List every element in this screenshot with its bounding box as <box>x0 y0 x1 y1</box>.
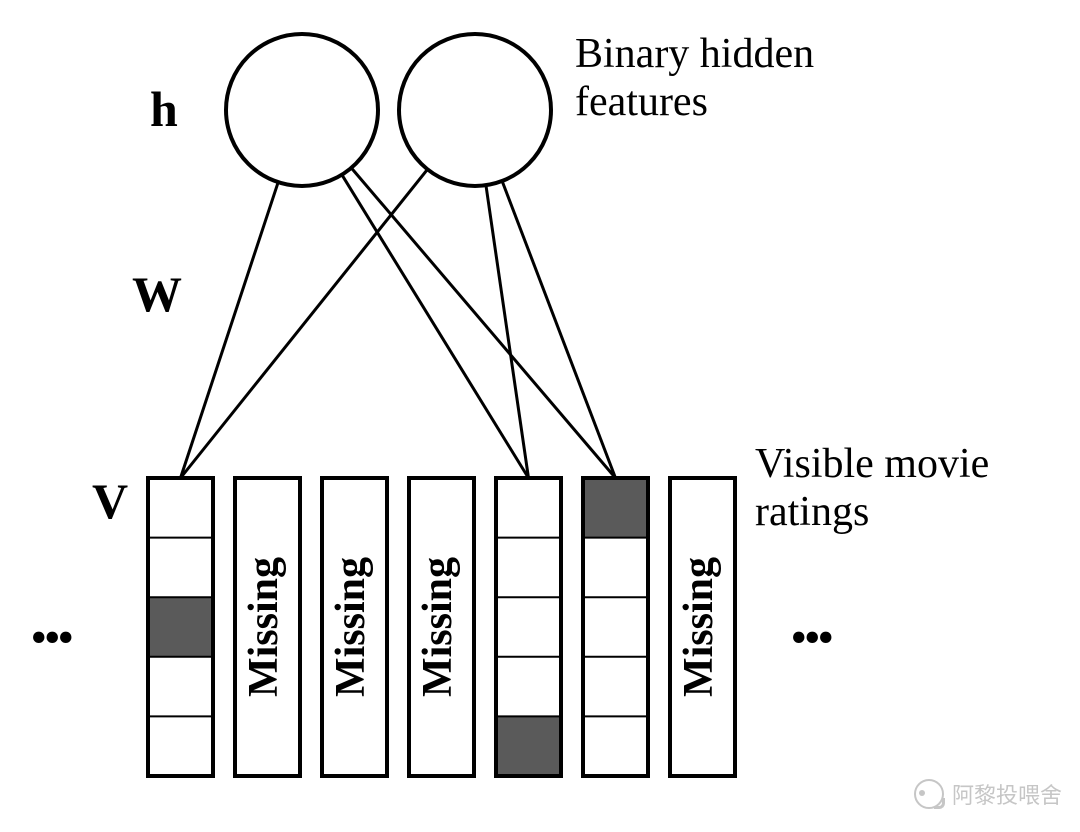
cell-empty <box>585 597 646 657</box>
missing-label: Missing <box>676 557 722 697</box>
missing-label: Missing <box>415 557 461 697</box>
edge <box>342 175 529 478</box>
watermark-text: 阿黎投喂舍 <box>952 778 1062 810</box>
cell-empty <box>150 716 211 774</box>
cell-empty <box>150 480 211 538</box>
ellipsis-left: ... <box>30 580 71 660</box>
cell-empty <box>498 480 559 538</box>
cell-empty <box>150 538 211 598</box>
cell-empty <box>150 657 211 717</box>
cell-empty <box>498 538 559 598</box>
label-visible-ratings: Visible movie ratings <box>755 440 989 537</box>
cell-empty <box>585 657 646 717</box>
edge <box>181 169 428 478</box>
cell-filled <box>585 480 646 538</box>
cell-filled <box>150 597 211 657</box>
hidden-node-1 <box>399 34 551 186</box>
label-V: V <box>92 472 128 530</box>
edge <box>502 181 615 478</box>
missing-label: Missing <box>241 557 287 697</box>
cell-empty <box>498 657 559 717</box>
ellipsis-right: ... <box>790 580 831 660</box>
hidden-node-0 <box>226 34 378 186</box>
cell-empty <box>498 597 559 657</box>
cell-empty <box>585 538 646 598</box>
cell-empty <box>585 716 646 774</box>
label-hidden-features: Binary hidden features <box>575 30 814 127</box>
watermark: 阿黎投喂舍 <box>914 778 1062 810</box>
label-W: W <box>132 265 182 323</box>
edge <box>181 182 279 478</box>
missing-label: Missing <box>328 557 374 697</box>
cell-filled <box>498 716 559 774</box>
label-h: h <box>150 80 178 138</box>
wechat-icon <box>914 779 944 809</box>
